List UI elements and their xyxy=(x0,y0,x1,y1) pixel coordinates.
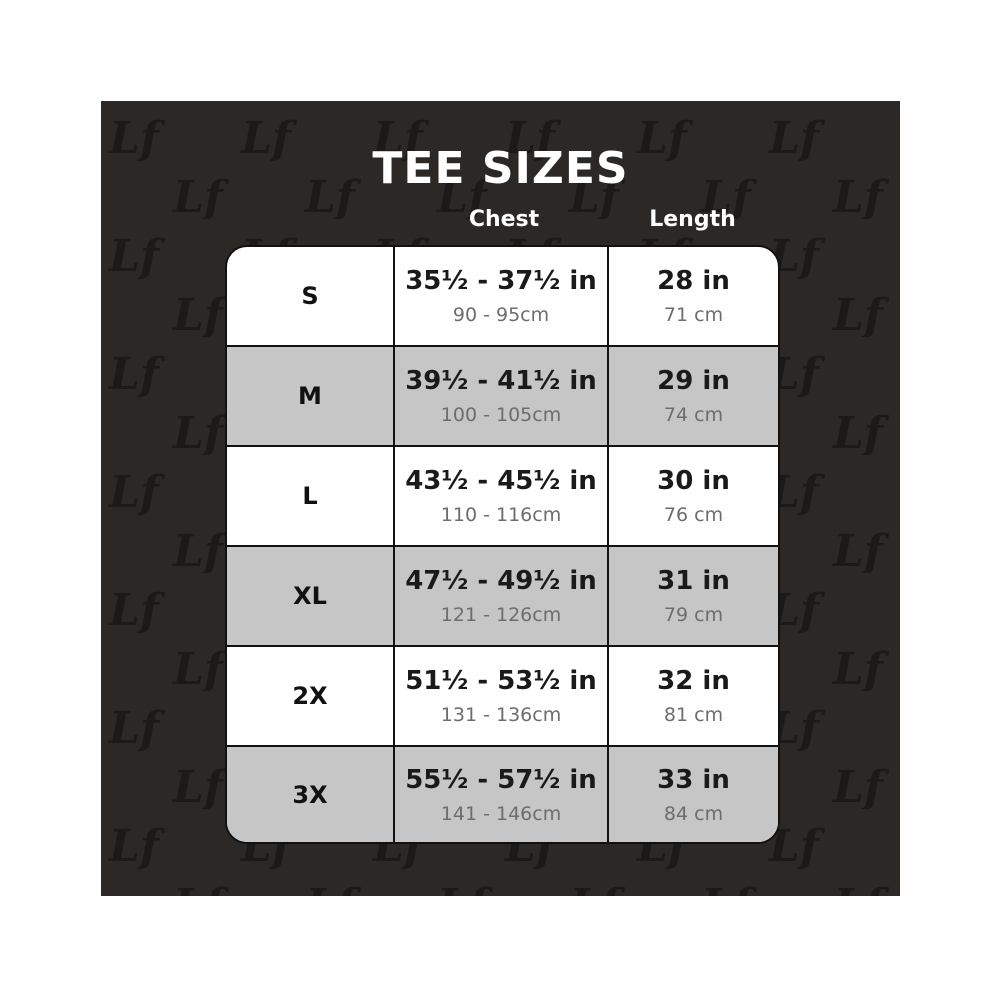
length-cell: 32 in 81 cm xyxy=(609,647,778,745)
chest-cell: 35½ - 37½ in 90 - 95cm xyxy=(395,247,609,345)
length-inches: 33 in xyxy=(657,764,730,795)
length-cell: 33 in 84 cm xyxy=(609,747,778,842)
size-label: L xyxy=(302,482,318,510)
size-cell: L xyxy=(227,447,395,545)
chest-cm: 110 - 116cm xyxy=(440,504,562,526)
length-inches: 32 in xyxy=(657,666,730,696)
size-cell: XL xyxy=(227,547,395,645)
chest-cell: 47½ - 49½ in 121 - 126cm xyxy=(395,547,609,645)
chest-cell: 43½ - 45½ in 110 - 116cm xyxy=(395,447,609,545)
length-inches: 29 in xyxy=(657,366,730,396)
length-cm: 71 cm xyxy=(663,304,724,326)
length-cm: 84 cm xyxy=(663,802,724,825)
length-inches: 28 in xyxy=(657,266,730,296)
chest-cm: 121 - 126cm xyxy=(440,604,562,626)
size-cell: 3X xyxy=(227,747,395,842)
length-cm: 76 cm xyxy=(663,504,724,526)
chest-inches: 39½ - 41½ in xyxy=(405,366,597,396)
chest-cm: 90 - 95cm xyxy=(452,304,550,326)
length-inches: 30 in xyxy=(657,466,730,496)
length-cell: 30 in 76 cm xyxy=(609,447,778,545)
table-row: XL 47½ - 49½ in 121 - 126cm 31 in 79 cm xyxy=(227,547,778,647)
size-cell: S xyxy=(227,247,395,345)
size-table: S 35½ - 37½ in 90 - 95cm 28 in 71 cm M 3… xyxy=(225,245,780,844)
size-cell: 2X xyxy=(227,647,395,745)
chest-inches: 35½ - 37½ in xyxy=(405,266,597,296)
length-cm: 74 cm xyxy=(663,404,724,426)
length-cell: 28 in 71 cm xyxy=(609,247,778,345)
size-chart-panel: Lf Lf TEE SIZES Chest Length S 35½ - 37½… xyxy=(101,101,900,896)
chest-inches: 43½ - 45½ in xyxy=(405,466,597,496)
length-cm: 81 cm xyxy=(663,704,724,726)
table-row: 2X 51½ - 53½ in 131 - 136cm 32 in 81 cm xyxy=(227,647,778,747)
table-row: 3X 55½ - 57½ in 141 - 146cm 33 in 84 cm xyxy=(227,747,778,842)
size-cell: M xyxy=(227,347,395,445)
chest-inches: 47½ - 49½ in xyxy=(405,566,597,596)
chest-cell: 55½ - 57½ in 141 - 146cm xyxy=(395,747,609,842)
chest-inches: 51½ - 53½ in xyxy=(405,666,597,696)
size-label: XL xyxy=(293,582,327,610)
table-row: M 39½ - 41½ in 100 - 105cm 29 in 74 cm xyxy=(227,347,778,447)
table-row: S 35½ - 37½ in 90 - 95cm 28 in 71 cm xyxy=(227,247,778,347)
size-label: 3X xyxy=(292,780,328,809)
column-header-length: Length xyxy=(649,207,736,232)
size-label: S xyxy=(301,282,319,310)
length-cm: 79 cm xyxy=(663,604,724,626)
chest-cell: 39½ - 41½ in 100 - 105cm xyxy=(395,347,609,445)
length-inches: 31 in xyxy=(657,566,730,596)
size-label: M xyxy=(298,382,322,410)
chest-cm: 141 - 146cm xyxy=(440,802,562,825)
length-cell: 29 in 74 cm xyxy=(609,347,778,445)
chest-cm: 100 - 105cm xyxy=(440,404,562,426)
chest-inches: 55½ - 57½ in xyxy=(405,764,597,795)
table-row: L 43½ - 45½ in 110 - 116cm 30 in 76 cm xyxy=(227,447,778,547)
chest-cell: 51½ - 53½ in 131 - 136cm xyxy=(395,647,609,745)
size-label: 2X xyxy=(292,682,328,710)
column-header-chest: Chest xyxy=(468,207,540,232)
page-title: TEE SIZES xyxy=(372,143,629,194)
length-cell: 31 in 79 cm xyxy=(609,547,778,645)
chest-cm: 131 - 136cm xyxy=(440,704,562,726)
